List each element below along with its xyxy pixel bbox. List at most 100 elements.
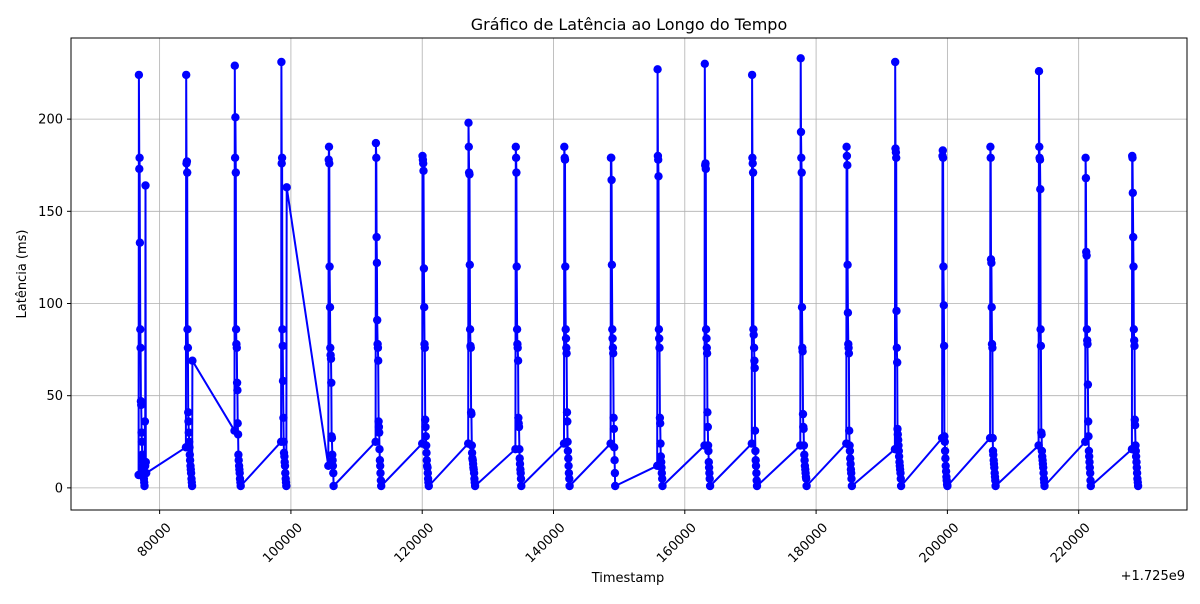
latency-data-point (422, 448, 431, 457)
latency-data-point (845, 426, 854, 435)
latency-data-point (371, 437, 380, 446)
latency-data-point (561, 325, 570, 334)
latency-data-point (607, 175, 616, 185)
latency-data-point (419, 264, 429, 273)
latency-data-point (424, 481, 433, 491)
latency-data-point (135, 238, 145, 247)
latency-data-point (277, 57, 286, 67)
latency-data-point (564, 454, 573, 463)
latency-data-point (797, 303, 807, 312)
y-tick-label: 200 (38, 113, 63, 128)
latency-data-point (377, 481, 386, 491)
latency-data-point (752, 481, 762, 491)
latency-data-point (182, 70, 191, 80)
latency-data-point (705, 481, 715, 491)
latency-data-point (514, 422, 524, 432)
latency-data-point (701, 164, 710, 174)
latency-data-point (184, 408, 193, 417)
latency-data-point (988, 343, 997, 352)
latency-data-point (1036, 341, 1046, 351)
latency-data-point (135, 153, 144, 162)
latency-data-point (654, 172, 663, 181)
latency-data-point (938, 146, 947, 155)
latency-data-point (655, 334, 664, 343)
latency-data-point (375, 428, 384, 437)
latency-data-point (705, 474, 714, 483)
latency-data-point (188, 356, 197, 365)
latency-data-point (513, 343, 522, 352)
latency-data-point (324, 142, 334, 151)
latency-data-point (799, 424, 808, 434)
latency-data-point (465, 325, 475, 334)
latency-data-point (328, 461, 338, 470)
chart-title: Gráfico de Latência ao Longo do Tempo (471, 15, 787, 34)
latency-data-point (608, 325, 617, 334)
latency-data-point (842, 142, 851, 151)
latency-data-point (140, 417, 150, 426)
latency-data-point (607, 260, 617, 269)
latency-data-point (1086, 468, 1095, 478)
latency-data-point (232, 378, 242, 387)
latency-data-point (939, 301, 948, 310)
latency-data-point (563, 446, 573, 456)
latency-data-point (278, 341, 287, 351)
latency-data-point (798, 409, 808, 419)
latency-data-point (704, 446, 713, 456)
latency-data-point (656, 419, 665, 428)
y-tick-label: 50 (46, 389, 63, 404)
latency-data-point (372, 153, 381, 162)
latency-data-point (610, 443, 619, 452)
latency-data-point (565, 474, 574, 483)
latency-data-point (419, 166, 428, 175)
latency-data-point (988, 433, 997, 443)
latency-data-point (560, 142, 569, 151)
latency-data-point (986, 142, 995, 151)
plot-frame (70, 37, 1188, 511)
latency-data-point (610, 456, 619, 465)
latency-data-point (702, 334, 711, 343)
latency-data-point (703, 408, 712, 417)
latency-data-point (136, 343, 145, 352)
latency-data-point (1130, 341, 1139, 351)
latency-data-point (560, 155, 570, 164)
latency-data-point (658, 474, 667, 483)
latency-data-point (562, 408, 572, 417)
latency-data-point (987, 303, 996, 312)
latency-data-point (141, 457, 150, 467)
latency-data-point (1081, 173, 1091, 183)
latency-data-point (277, 153, 287, 162)
latency-data-point (1083, 380, 1093, 389)
latency-data-point (184, 428, 193, 437)
latency-data-point (750, 356, 759, 365)
latency-data-point (185, 443, 194, 452)
latency-data-point (233, 419, 242, 428)
latency-data-point (325, 159, 334, 168)
latency-data-point (329, 468, 338, 478)
latency-data-point (563, 417, 572, 426)
data-layer (134, 54, 1143, 491)
latency-data-point (607, 153, 616, 162)
latency-data-point (563, 437, 572, 446)
latency-data-point (797, 153, 806, 162)
latency-data-point (751, 461, 761, 470)
latency-data-point (231, 113, 240, 122)
latency-data-point (702, 349, 712, 358)
latency-data-point (608, 334, 617, 343)
latency-data-point (843, 161, 852, 170)
latency-data-point (511, 153, 521, 162)
latency-data-point (326, 343, 335, 352)
latency-data-point (464, 142, 473, 151)
latency-data-point (562, 349, 571, 358)
latency-data-point (892, 306, 901, 316)
latency-data-point (701, 325, 711, 334)
latency-data-point (748, 159, 757, 168)
latency-data-point (183, 168, 192, 177)
latency-data-point (564, 461, 573, 470)
latency-data-point (847, 481, 857, 491)
latency-data-point (141, 181, 150, 190)
latency-data-point (374, 356, 383, 365)
latency-data-point (230, 153, 240, 162)
latency-data-point (561, 334, 571, 343)
latency-data-point (282, 481, 291, 491)
latency-data-point (796, 54, 805, 63)
